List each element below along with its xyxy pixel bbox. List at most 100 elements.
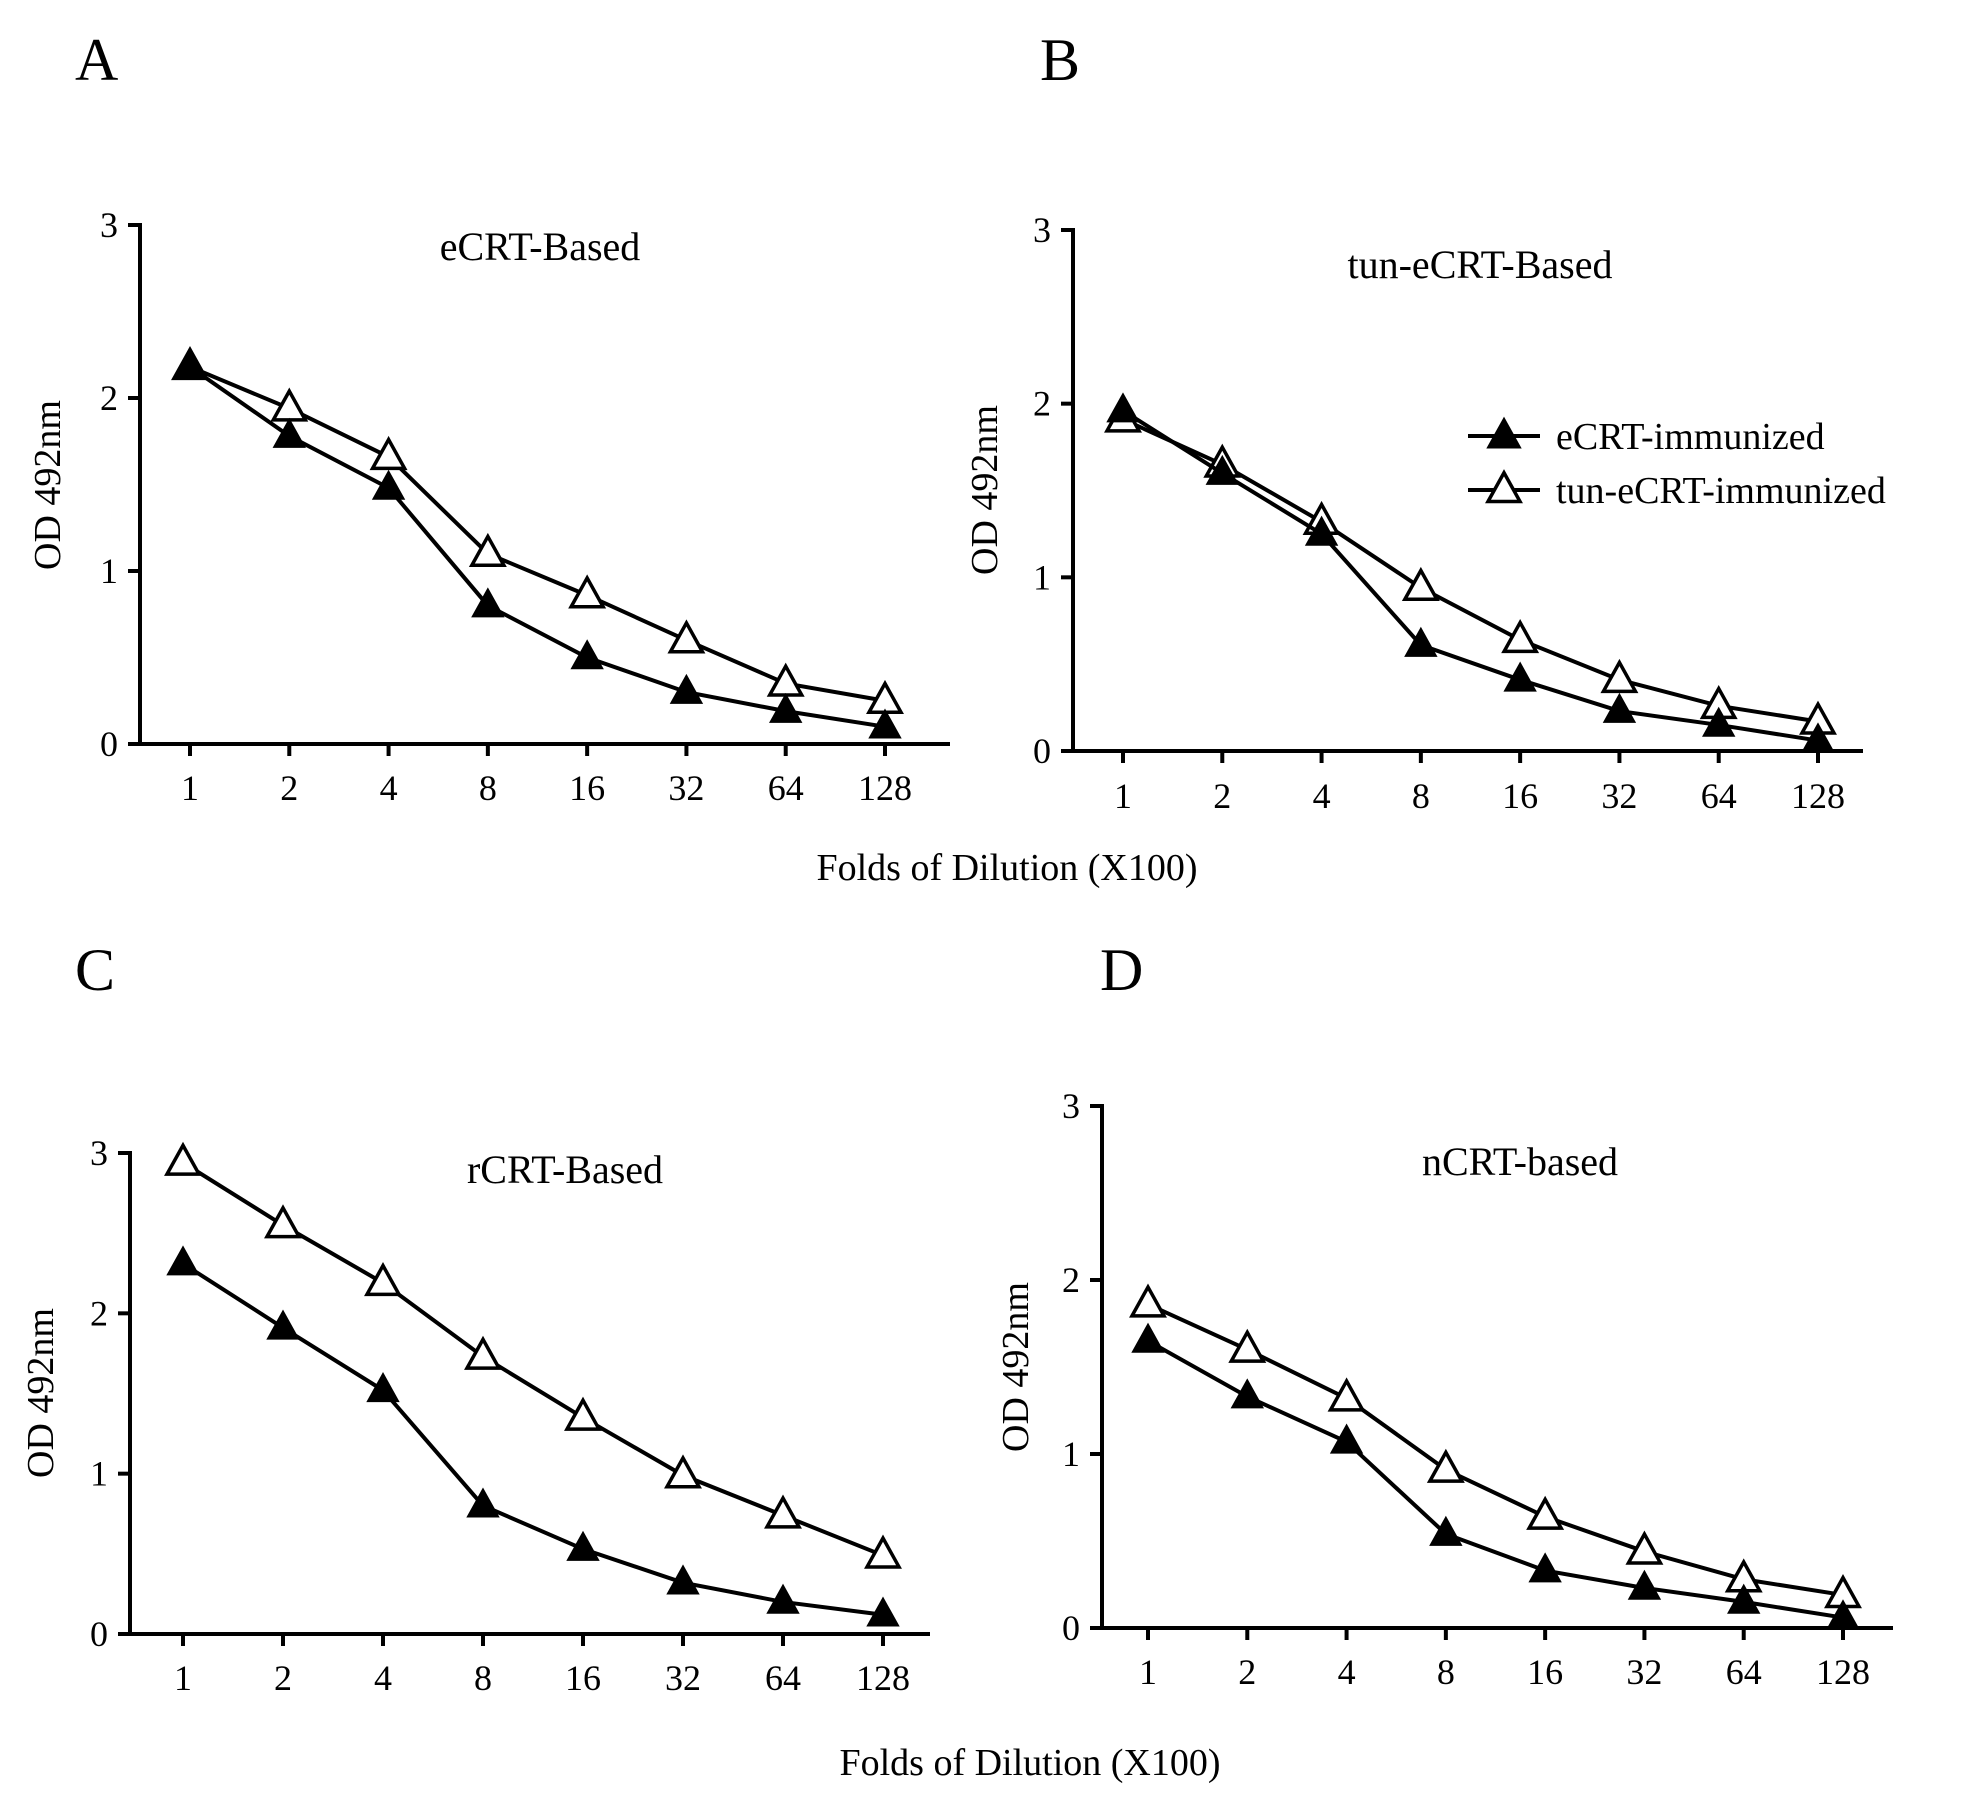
panel-a-point-ecrt — [471, 587, 505, 618]
panel-a-point-ecrt — [769, 692, 803, 723]
panel-c-xtick-label: 4 — [374, 1658, 392, 1698]
legend: eCRT-immunized tun-eCRT-immunized — [1468, 416, 1886, 512]
panel-b-point-ecrt — [1503, 661, 1537, 692]
panel-c-point-ecrt — [266, 1309, 300, 1340]
panel-c-title: rCRT-Based — [467, 1147, 663, 1192]
panel-d-point-tun-ecrt — [1426, 1448, 1465, 1483]
panel-c-point-tun-ecrt — [264, 1204, 302, 1239]
panel-c-point-tun-ecrt — [164, 1141, 202, 1176]
panel-b-point-tun-ecrt — [1401, 566, 1440, 602]
panel-c-xtick-label: 16 — [565, 1658, 601, 1698]
panel-b-letter: B — [1040, 27, 1080, 93]
panel-d-ytick-label: 1 — [1062, 1434, 1080, 1474]
panel-c-ytick-label: 1 — [90, 1454, 108, 1494]
panel-d-ytick-label: 2 — [1062, 1260, 1080, 1300]
panel-c-xtick-label: 64 — [765, 1658, 801, 1698]
panel-b-ytick-label: 1 — [1033, 557, 1051, 597]
panel-d-point-ecrt — [1230, 1378, 1264, 1409]
panel-a-ytick-label: 0 — [100, 724, 118, 764]
panel-a-point-tun-ecrt — [369, 435, 408, 471]
panel-a-xtick-label: 1 — [181, 768, 199, 808]
panel-c-point-tun-ecrt — [564, 1396, 602, 1431]
panel-a-ytick-label: 3 — [100, 205, 118, 245]
panel-a-xtick-label: 8 — [479, 768, 497, 808]
panel-a-xtick-label: 16 — [569, 768, 605, 808]
panel-c-point-ecrt — [766, 1583, 800, 1614]
panel-c-ytick-label: 3 — [90, 1133, 108, 1173]
panel-d-title: nCRT-based — [1422, 1139, 1618, 1184]
panel-c-xtick-label: 1 — [174, 1658, 192, 1698]
panel-a-xtick-label: 32 — [668, 768, 704, 808]
shared-xlabel-top: Folds of Dilution (X100) — [816, 847, 1197, 889]
panel-b-line-ecrt — [1121, 408, 1819, 743]
panel-b-ytick-label: 2 — [1033, 384, 1051, 424]
panel-d-point-tun-ecrt — [1526, 1495, 1565, 1530]
legend-label-1: tun-eCRT-immunized — [1556, 470, 1886, 512]
panel-c-point-tun-ecrt — [764, 1494, 802, 1529]
panel-b-xtick-label: 128 — [1791, 776, 1845, 816]
panel-d-letter: D — [1100, 937, 1143, 1003]
panel-d-xtick-label: 8 — [1437, 1652, 1455, 1692]
panel-c-point-ecrt — [566, 1530, 600, 1561]
panel-b-point-ecrt — [1106, 392, 1140, 423]
panel-a-ytick-label: 2 — [100, 378, 118, 418]
panel-a-point-ecrt — [173, 348, 207, 379]
panel-d-xtick-label: 128 — [1816, 1652, 1870, 1692]
panel-d-point-ecrt — [1727, 1583, 1761, 1614]
panel-c-xtick-label: 8 — [474, 1658, 492, 1698]
panel-a-line-tun-ecrt — [189, 365, 886, 703]
panel-b-title: tun-eCRT-Based — [1348, 242, 1613, 287]
panel-b-point-ecrt — [1404, 626, 1438, 657]
panel-a-point-ecrt — [371, 469, 406, 500]
panel-d-ytick-label: 3 — [1062, 1086, 1080, 1126]
panel-a-xtick-label: 64 — [768, 768, 804, 808]
panel-a-title: eCRT-Based — [440, 224, 641, 269]
panel-b-xtick-label: 4 — [1313, 776, 1331, 816]
panel-d-point-ecrt — [1329, 1423, 1364, 1454]
panel-d-xtick-label: 16 — [1527, 1652, 1563, 1692]
panel-b-point-ecrt — [1205, 454, 1239, 485]
panel-a-letter: A — [75, 27, 118, 93]
panel-d-point-tun-ecrt — [1327, 1377, 1366, 1412]
panel-c-xtick-label: 32 — [665, 1658, 701, 1698]
panel-b-point-tun-ecrt — [1600, 658, 1639, 694]
panel-b-xtick-label: 1 — [1114, 776, 1132, 816]
panel-a-point-tun-ecrt — [667, 619, 706, 654]
panel-c-point-tun-ecrt — [664, 1454, 702, 1489]
panel-c-point-ecrt — [366, 1372, 400, 1403]
panel-d-point-ecrt — [1826, 1599, 1860, 1630]
panel-c-letter: C — [75, 937, 115, 1003]
panel-c-point-ecrt — [466, 1487, 500, 1518]
panel-a-point-ecrt — [272, 417, 306, 448]
panel-c-point-ecrt — [666, 1564, 700, 1595]
panel-c-ylabel: OD 492nm — [20, 1308, 62, 1478]
legend-marker-0 — [1486, 416, 1522, 449]
panel-c-point-ecrt — [866, 1596, 900, 1627]
panel-a-line-ecrt — [188, 365, 886, 729]
panel-a-point-ecrt — [868, 708, 902, 739]
panel-d-line-tun-ecrt — [1147, 1302, 1844, 1597]
panel-a-ylabel: OD 492nm — [27, 400, 69, 570]
panel-b-xtick-label: 64 — [1701, 776, 1737, 816]
panel-c-point-tun-ecrt — [364, 1261, 402, 1297]
panel-a-ytick-label: 1 — [100, 551, 118, 591]
panel-b-ytick-label: 0 — [1033, 731, 1051, 771]
panel-b-xtick-label: 8 — [1412, 776, 1430, 816]
panel-b-xtick-label: 32 — [1601, 776, 1637, 816]
panel-a-xtick-label: 2 — [280, 768, 298, 808]
panel-a-point-tun-ecrt — [568, 574, 607, 609]
panel-a-xtick-label: 4 — [380, 768, 398, 808]
panel-c-point-ecrt — [166, 1245, 200, 1276]
panel-c-ytick-label: 0 — [90, 1614, 108, 1654]
panel-d-point-tun-ecrt — [1129, 1283, 1167, 1318]
panel-d-line-ecrt — [1147, 1339, 1844, 1620]
panel-d-point-tun-ecrt — [1228, 1328, 1267, 1363]
panel-b-xtick-label: 16 — [1502, 776, 1538, 816]
panel-b-point-tun-ecrt — [1501, 618, 1540, 654]
panel-c-xtick-label: 128 — [856, 1658, 910, 1698]
